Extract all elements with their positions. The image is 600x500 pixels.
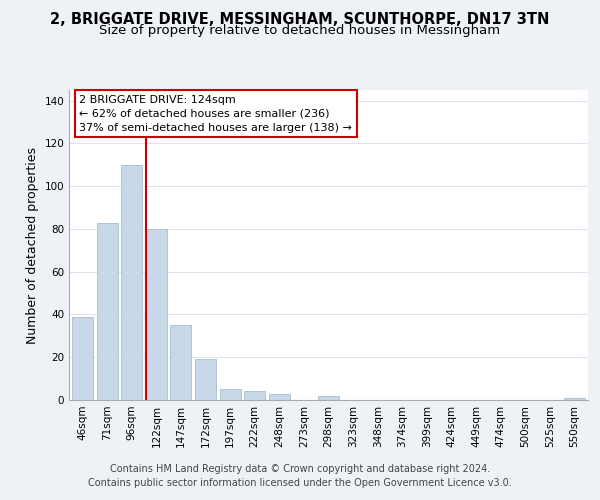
Bar	[121, 165, 142, 400]
Bar	[220, 390, 241, 400]
Bar	[318, 396, 339, 400]
Bar	[146, 229, 167, 400]
Bar	[269, 394, 290, 400]
Text: Size of property relative to detached houses in Messingham: Size of property relative to detached ho…	[100, 24, 500, 37]
Bar	[564, 398, 585, 400]
Text: 2 BRIGGATE DRIVE: 124sqm
← 62% of detached houses are smaller (236)
37% of semi-: 2 BRIGGATE DRIVE: 124sqm ← 62% of detach…	[79, 94, 352, 132]
Bar	[72, 316, 93, 400]
Y-axis label: Number of detached properties: Number of detached properties	[26, 146, 39, 344]
Bar	[170, 325, 191, 400]
Text: Contains HM Land Registry data © Crown copyright and database right 2024.
Contai: Contains HM Land Registry data © Crown c…	[88, 464, 512, 487]
Bar	[97, 222, 118, 400]
Text: 2, BRIGGATE DRIVE, MESSINGHAM, SCUNTHORPE, DN17 3TN: 2, BRIGGATE DRIVE, MESSINGHAM, SCUNTHORP…	[50, 12, 550, 28]
Bar	[195, 360, 216, 400]
Bar	[244, 392, 265, 400]
